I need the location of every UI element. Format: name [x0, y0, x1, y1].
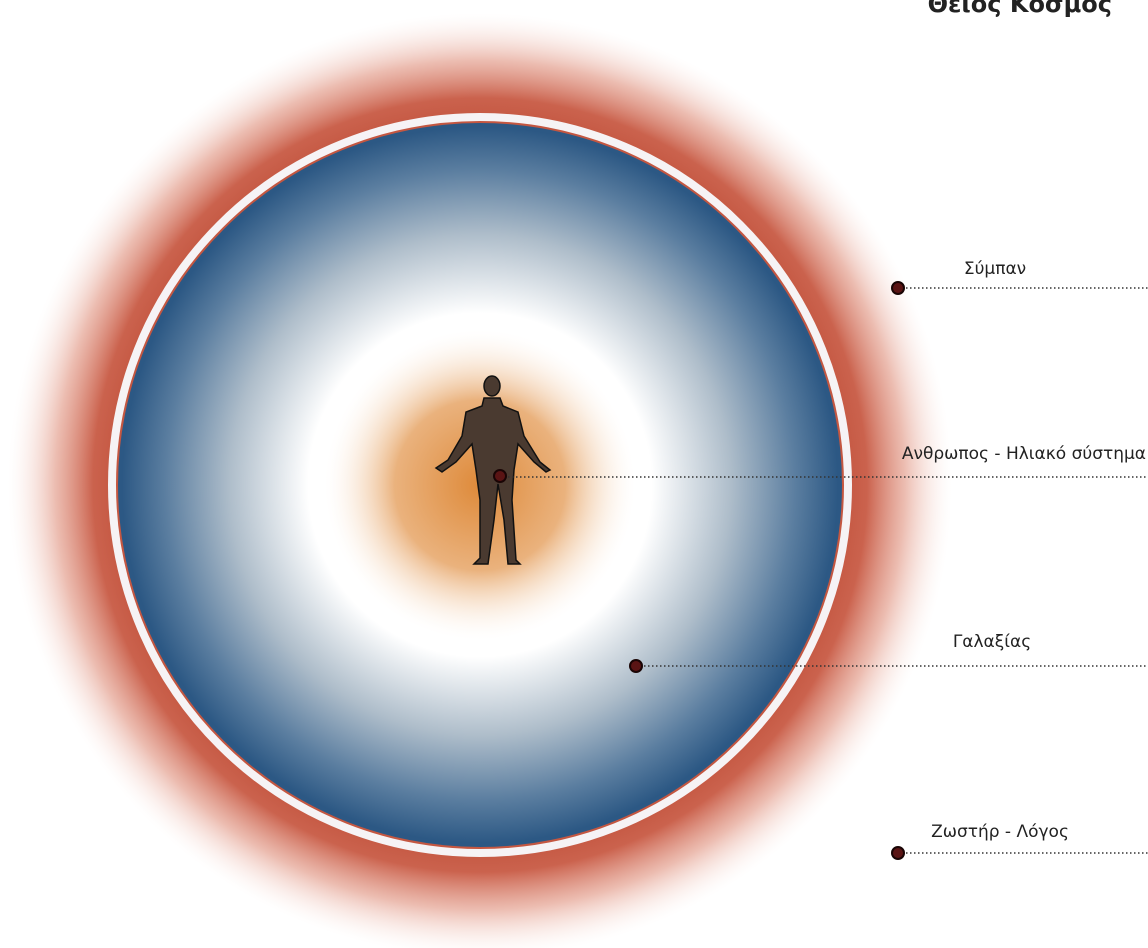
label: Γαλαξίας — [953, 632, 1031, 652]
marker — [892, 282, 904, 294]
label: Σύμπαν — [964, 259, 1026, 279]
label: Ζωστήρ - Λόγος — [931, 822, 1069, 842]
marker — [630, 660, 642, 672]
label: Ανθρωπος - Ηλιακό σύστημα — [902, 444, 1146, 464]
diagram: Θείος Κόσμος Σύμπαν Ανθρωπος - Ηλιακό σύ… — [0, 0, 1148, 948]
title: Θείος Κόσμος — [928, 0, 1112, 18]
marker — [892, 847, 904, 859]
marker — [494, 470, 506, 482]
